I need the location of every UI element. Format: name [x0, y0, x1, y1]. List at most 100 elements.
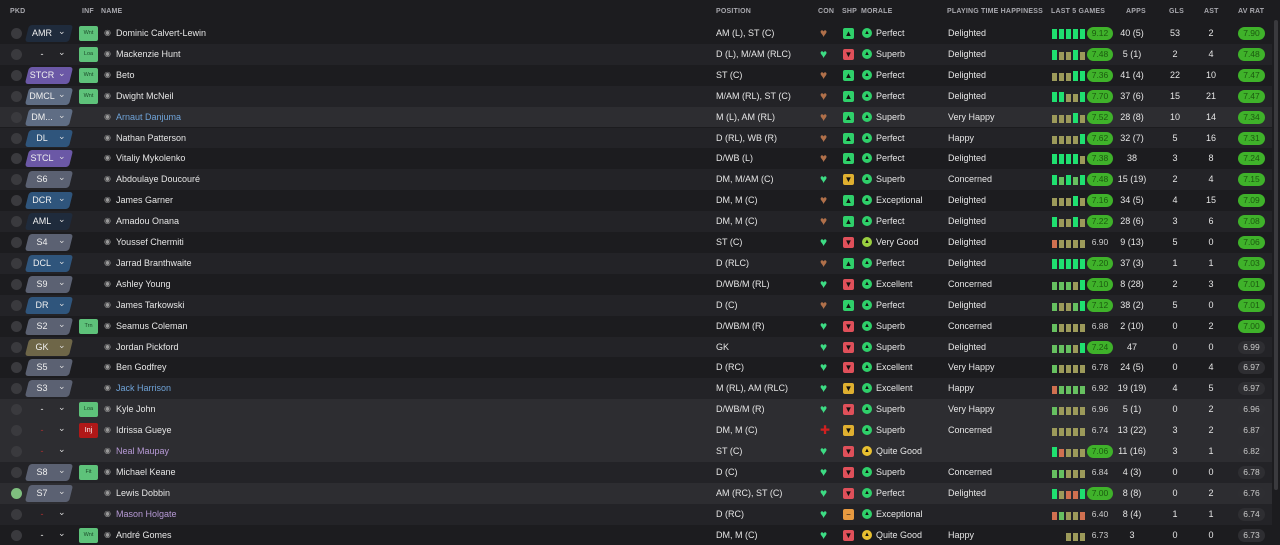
chevron-down-icon[interactable]: ⌄: [58, 402, 66, 413]
player-name[interactable]: Mason Holgate: [116, 508, 177, 519]
picked-checkbox[interactable]: [11, 69, 22, 81]
picked-checkbox[interactable]: [11, 90, 22, 102]
col-inf[interactable]: INF: [82, 8, 94, 15]
col-avrat[interactable]: AV RAT: [1238, 8, 1265, 15]
picked-checkbox[interactable]: [11, 466, 22, 478]
table-row[interactable]: - ⌄ Inj ◉ Idrissa Gueye DM, M (C) ✚ ▼ ▲ Superb Con…: [0, 420, 1272, 441]
picked-checkbox[interactable]: [11, 425, 22, 437]
col-apps[interactable]: APPS: [1126, 8, 1146, 15]
player-name[interactable]: Ben Godfrey: [116, 362, 167, 373]
info-badge[interactable]: Loa: [79, 402, 98, 418]
player-name[interactable]: Ashley Young: [116, 278, 171, 289]
chevron-down-icon[interactable]: ⌄: [58, 26, 66, 36]
chevron-down-icon[interactable]: ⌄: [58, 318, 66, 329]
player-name[interactable]: Jarrad Branthwaite: [116, 257, 192, 268]
table-row[interactable]: GK ⌄ ◉ Jordan Pickford GK ♥ ▼ ▲ Superb Delighted 7…: [0, 336, 1272, 358]
player-name[interactable]: Jordan Pickford: [116, 341, 179, 352]
table-row[interactable]: DR ⌄ ◉ James Tarkowski D (C) ♥ ▲ ▲ Perfect Deligh…: [0, 294, 1272, 316]
chevron-down-icon[interactable]: ⌄: [58, 464, 66, 475]
chevron-down-icon[interactable]: ⌄: [58, 485, 66, 496]
player-name[interactable]: André Gomes: [116, 529, 172, 540]
player-name[interactable]: Youssef Chermiti: [116, 237, 184, 247]
picked-checkbox[interactable]: [11, 237, 22, 248]
table-row[interactable]: S6 ⌄ ◉ Abdoulaye Doucouré DM, M/AM (C) ♥ ▼ ▲ Sup…: [0, 169, 1272, 191]
chevron-down-icon[interactable]: ⌄: [58, 214, 66, 225]
picked-checkbox[interactable]: [11, 28, 22, 39]
player-name[interactable]: Arnaut Danjuma: [116, 111, 182, 122]
table-row[interactable]: - ⌄ Wnt ◉ André Gomes DM, M (C) ♥ ▼ ▲ Quite Good H…: [0, 525, 1272, 545]
chevron-down-icon[interactable]: ⌄: [58, 130, 66, 141]
chevron-down-icon[interactable]: ⌄: [58, 276, 66, 287]
table-row[interactable]: - ⌄ ◉ Neal Maupay ST (C) ♥ ▼ ▲ Quite Good 7.06 11 …: [0, 441, 1272, 462]
picked-checkbox[interactable]: [11, 153, 22, 165]
table-row[interactable]: DCL ⌄ ◉ Jarrad Branthwaite D (RLC) ♥ ▲ ▲ Perfect…: [0, 252, 1272, 274]
picked-checkbox[interactable]: [11, 446, 22, 457]
info-badge[interactable]: Inj: [79, 423, 98, 439]
col-pkd[interactable]: PKD: [10, 8, 26, 15]
col-pth[interactable]: PLAYING TIME HAPPINESS: [947, 8, 1043, 15]
table-row[interactable]: S2 ⌄ Trn ◉ Seamus Coleman D/WB/M (R) ♥ ▼ ▲ Superb…: [0, 316, 1272, 337]
picked-checkbox[interactable]: [11, 48, 22, 60]
player-name[interactable]: Dwight McNeil: [116, 90, 174, 101]
chevron-down-icon[interactable]: ⌄: [58, 423, 66, 434]
picked-checkbox[interactable]: [11, 299, 22, 311]
player-name[interactable]: Beto: [116, 69, 135, 80]
info-badge[interactable]: Wnt: [79, 527, 98, 543]
table-row[interactable]: S5 ⌄ ◉ Ben Godfrey D (RC) ♥ ▼ ▲ Excellent Very Ha…: [0, 357, 1272, 378]
table-row[interactable]: DMCL ⌄ Wnt ◉ Dwight McNeil M/AM (RL), ST (C) ♥…: [0, 85, 1272, 107]
chevron-down-icon[interactable]: ⌄: [58, 151, 66, 162]
player-name[interactable]: Vitaliy Mykolenko: [116, 153, 186, 164]
player-name[interactable]: Michael Keane: [116, 466, 176, 477]
scrollbar[interactable]: [1274, 20, 1278, 490]
table-row[interactable]: STCL ⌄ ◉ Vitaliy Mykolenko D/WB (L) ♥ ▲ ▲ Perfec…: [0, 148, 1272, 169]
info-badge[interactable]: Wnt: [79, 26, 98, 41]
picked-checkbox[interactable]: [11, 111, 22, 123]
table-row[interactable]: DCR ⌄ ◉ James Garner DM, M (C) ♥ ▲ ▲ Exceptional…: [0, 190, 1272, 211]
table-row[interactable]: S9 ⌄ ◉ Ashley Young D/WB/M (RL) ♥ ▼ ▲ Excellent C…: [0, 274, 1272, 295]
table-row[interactable]: - ⌄ ◉ Mason Holgate D (RC) ♥ − ▲ Exceptional 6.40…: [0, 503, 1272, 525]
chevron-down-icon[interactable]: ⌄: [58, 360, 66, 371]
chevron-down-icon[interactable]: ⌄: [58, 172, 66, 183]
player-name[interactable]: Dominic Calvert-Lewin: [116, 28, 207, 38]
col-ast[interactable]: AST: [1204, 8, 1219, 15]
col-gls[interactable]: GLS: [1169, 8, 1184, 15]
picked-checkbox[interactable]: [11, 487, 22, 499]
picked-checkbox[interactable]: [11, 341, 22, 353]
chevron-down-icon[interactable]: ⌄: [58, 88, 66, 99]
player-name[interactable]: Nathan Patterson: [116, 132, 187, 143]
player-name[interactable]: Abdoulaye Doucouré: [116, 174, 201, 185]
player-name[interactable]: Amadou Onana: [116, 216, 180, 227]
chevron-down-icon[interactable]: ⌄: [58, 444, 66, 454]
player-name[interactable]: Kyle John: [116, 404, 156, 415]
chevron-down-icon[interactable]: ⌄: [58, 297, 66, 308]
info-badge[interactable]: Trn: [79, 318, 98, 334]
picked-checkbox[interactable]: [11, 320, 22, 332]
picked-checkbox[interactable]: [11, 529, 22, 541]
table-row[interactable]: S8 ⌄ Fit ◉ Michael Keane D (C) ♥ ▼ ▲ Superb Concer…: [0, 461, 1272, 483]
table-row[interactable]: S7 ⌄ ◉ Lewis Dobbin AM (RC), ST (C) ♥ ▼ ▲ Perfec…: [0, 482, 1272, 504]
picked-checkbox[interactable]: [11, 195, 22, 207]
player-name[interactable]: James Tarkowski: [116, 299, 185, 310]
table-row[interactable]: AMR ⌄ Wnt ◉ Dominic Calvert-Lewin AM (L), ST …: [0, 23, 1272, 44]
chevron-down-icon[interactable]: ⌄: [58, 109, 66, 120]
col-name[interactable]: NAME: [101, 8, 123, 15]
player-name[interactable]: Mackenzie Hunt: [116, 48, 181, 59]
player-name[interactable]: James Garner: [116, 195, 174, 206]
picked-checkbox[interactable]: [11, 278, 22, 290]
picked-checkbox[interactable]: [11, 383, 22, 395]
chevron-down-icon[interactable]: ⌄: [58, 255, 66, 266]
chevron-down-icon[interactable]: ⌄: [58, 506, 66, 517]
col-last5[interactable]: LAST 5 GAMES: [1051, 8, 1106, 15]
table-row[interactable]: - ⌄ Loa ◉ Kyle John D/WB/M (R) ♥ ▼ ▲ Superb Very H…: [0, 399, 1272, 421]
table-row[interactable]: S4 ⌄ ◉ Youssef Chermiti ST (C) ♥ ▼ ▲ Very Good De…: [0, 232, 1272, 253]
picked-checkbox[interactable]: [11, 508, 22, 520]
player-name[interactable]: Neal Maupay: [116, 446, 170, 456]
info-badge[interactable]: Fit: [79, 464, 98, 480]
table-row[interactable]: S3 ⌄ ◉ Jack Harrison M (RL), AM (RLC) ♥ ▼ ▲ Exce…: [0, 378, 1272, 400]
picked-checkbox[interactable]: [11, 362, 22, 374]
table-row[interactable]: STCR ⌄ Wnt ◉ Beto ST (C) ♥ ▲ ▲ Perfect Delighted 7.…: [0, 65, 1272, 86]
chevron-down-icon[interactable]: ⌄: [58, 339, 66, 350]
col-position[interactable]: POSITION: [716, 8, 752, 15]
chevron-down-icon[interactable]: ⌄: [58, 46, 66, 57]
col-morale[interactable]: MORALE: [861, 8, 893, 15]
